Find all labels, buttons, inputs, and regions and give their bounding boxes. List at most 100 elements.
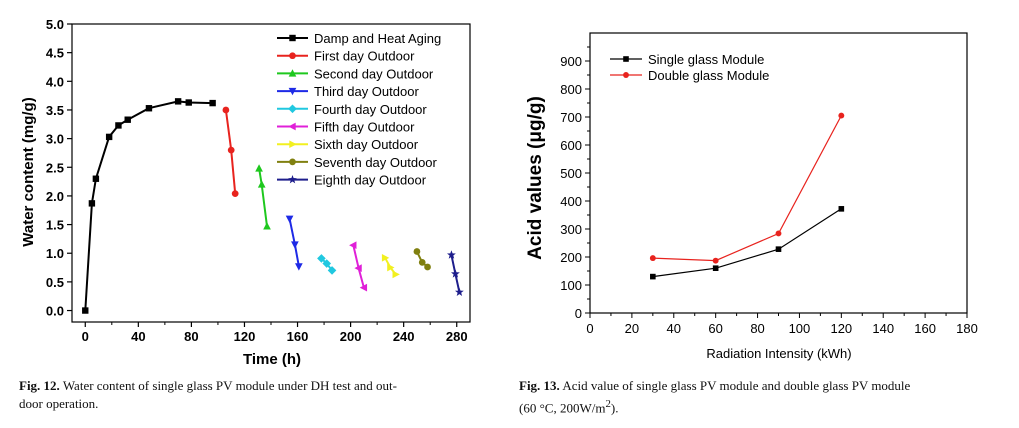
chart2-series-line — [652, 208, 842, 278]
chart1-data-point — [381, 253, 390, 262]
chart1-data-point — [222, 106, 230, 114]
chart2-data-point — [838, 112, 845, 119]
chart2-data-point — [775, 230, 782, 237]
chart1-data-point — [263, 222, 271, 230]
chart2-y-tick-label: 400 — [560, 194, 582, 209]
chart2-caption: Fig. 13. Acid value of single glass PV m… — [519, 377, 999, 417]
chart2-data-point — [649, 255, 656, 262]
chart1-marks — [82, 98, 464, 314]
chart1-legend-label: Second day Outdoor — [314, 66, 434, 81]
chart2-x-tick-label: 180 — [956, 321, 978, 336]
chart1-caption-text: Water content of single glass PV module … — [62, 378, 397, 393]
chart1-series-line — [258, 168, 268, 227]
chart1-data-point — [82, 307, 89, 314]
chart1-y-tick-label: 3.5 — [46, 103, 64, 118]
chart1-x-tick-label: 0 — [82, 329, 89, 344]
chart2-x-tick-label: 40 — [667, 321, 681, 336]
chart1-data-point — [327, 266, 337, 275]
chart1-y-tick-label: 3.0 — [46, 132, 64, 147]
chart1-legend-marker — [288, 104, 297, 114]
chart1-x-axis-label: Time (h) — [243, 351, 301, 368]
chart2-caption-text2: (60 °C, 200W/m — [519, 400, 606, 416]
chart1-y-tick-label: 4.0 — [46, 74, 64, 89]
chart2-y-tick-label: 600 — [560, 138, 582, 153]
chart1-x-tick-label: 240 — [393, 329, 415, 344]
chart1-data-point — [317, 254, 326, 263]
chart1-data-point — [227, 146, 235, 154]
chart2-ticks: 0 20 40 60 80 100 120 140 160 180 0 100 200 300 400 500… — [560, 46, 978, 336]
chart1-y-tick-label: 5.0 — [46, 17, 64, 32]
chart1-data-point — [124, 116, 131, 123]
chart1-data-point — [322, 259, 332, 268]
chart1-y-tick-label: 4.5 — [46, 46, 64, 61]
chart2-y-tick-label: 900 — [560, 54, 582, 69]
chart1-x-tick-label: 160 — [287, 329, 309, 344]
chart2-y-axis-label: Acid values (μg/g) — [525, 96, 546, 260]
chart1-legend-label: Sixth day Outdoor — [314, 137, 419, 152]
chart2-x-tick-label: 140 — [872, 321, 894, 336]
chart1-legend: Damp and Heat Aging First day Outdoor Seco… — [277, 31, 441, 188]
chart1-data-point — [354, 264, 362, 272]
chart1-x-tick-label: 200 — [340, 329, 362, 344]
chart1-y-tick-label: 2.5 — [46, 160, 64, 175]
chart1-x-tick-label: 80 — [184, 329, 198, 344]
chart2-data-point — [712, 257, 719, 264]
chart2-data-point — [775, 246, 782, 252]
chart1-data-point — [451, 269, 460, 278]
chart1-data-point — [295, 263, 303, 271]
chart2-legend-marker — [623, 56, 629, 62]
chart1-y-tick-label: 2.0 — [46, 189, 64, 204]
chart2-caption-end: ). — [610, 400, 619, 416]
chart2-x-tick-label: 80 — [750, 321, 764, 336]
chart1-y-tick-label: 0.0 — [46, 304, 64, 319]
chart2-series-line — [652, 115, 842, 262]
chart1-legend-marker — [288, 87, 297, 96]
chart1-legend-marker — [289, 140, 297, 149]
chart1-data-point — [92, 175, 100, 182]
chart1-y-tick-label: 0.5 — [46, 275, 64, 290]
chart1-data-point — [185, 99, 192, 106]
chart2-x-tick-label: 20 — [625, 321, 639, 336]
chart1-data-point — [447, 250, 456, 259]
chart1-legend-label: Eighth day Outdoor — [314, 173, 427, 188]
chart1-data-point — [105, 133, 113, 141]
chart1-data-point — [424, 263, 431, 271]
chart1-legend-marker — [289, 52, 296, 60]
chart2-legend-label: Double glass Module — [648, 68, 769, 83]
chart1-data-point — [455, 287, 464, 296]
chart2-caption-sup: 2 — [605, 398, 611, 410]
chart2-x-tick-label: 160 — [914, 321, 936, 336]
chart1-ticks: 0 40 80 120 160 200 240 280 0.0 0.5 1.0 1.5 2.0 2.5 3.… — [46, 17, 468, 344]
chart2-data-point — [712, 265, 719, 271]
chart2-y-tick-label: 300 — [560, 222, 582, 237]
chart2-data-point — [838, 206, 845, 212]
chart1-data-point — [285, 215, 294, 224]
chart2-x-tick-label: 60 — [708, 321, 722, 336]
chart2-y-tick-label: 800 — [560, 82, 582, 97]
chart1-data-point — [387, 263, 395, 272]
chart1-legend-label: Seventh day Outdoor — [314, 155, 438, 170]
chart2-x-tick-label: 0 — [586, 321, 593, 336]
chart1-data-point — [174, 98, 182, 105]
chart1-data-point — [145, 105, 153, 112]
chart1-data-point — [291, 241, 299, 249]
chart2-y-tick-label: 0 — [575, 306, 582, 321]
chart1-legend-label: Third day Outdoor — [314, 84, 419, 99]
chart1-x-tick-label: 40 — [131, 329, 145, 344]
chart1-series-line — [84, 100, 213, 311]
chart1-legend-label: Damp and Heat Aging — [314, 31, 441, 46]
chart2-y-tick-label: 100 — [560, 278, 582, 293]
chart2-caption-label: Fig. 13. — [519, 378, 560, 393]
chart1-x-tick-label: 280 — [446, 329, 468, 344]
chart1-legend-marker — [289, 158, 296, 166]
chart2-legend-label: Single glass Module — [648, 52, 764, 67]
chart1-legend-label: First day Outdoor — [314, 49, 415, 64]
chart2-caption-text: Acid value of single glass PV module and… — [562, 378, 911, 393]
chart1-data-point — [231, 190, 239, 197]
chart2-y-tick-label: 700 — [560, 110, 582, 125]
chart2-y-tick-label: 200 — [560, 250, 582, 265]
chart1-data-point — [255, 164, 263, 172]
chart1-data-point — [413, 248, 421, 255]
chart2-data-point — [650, 273, 656, 280]
